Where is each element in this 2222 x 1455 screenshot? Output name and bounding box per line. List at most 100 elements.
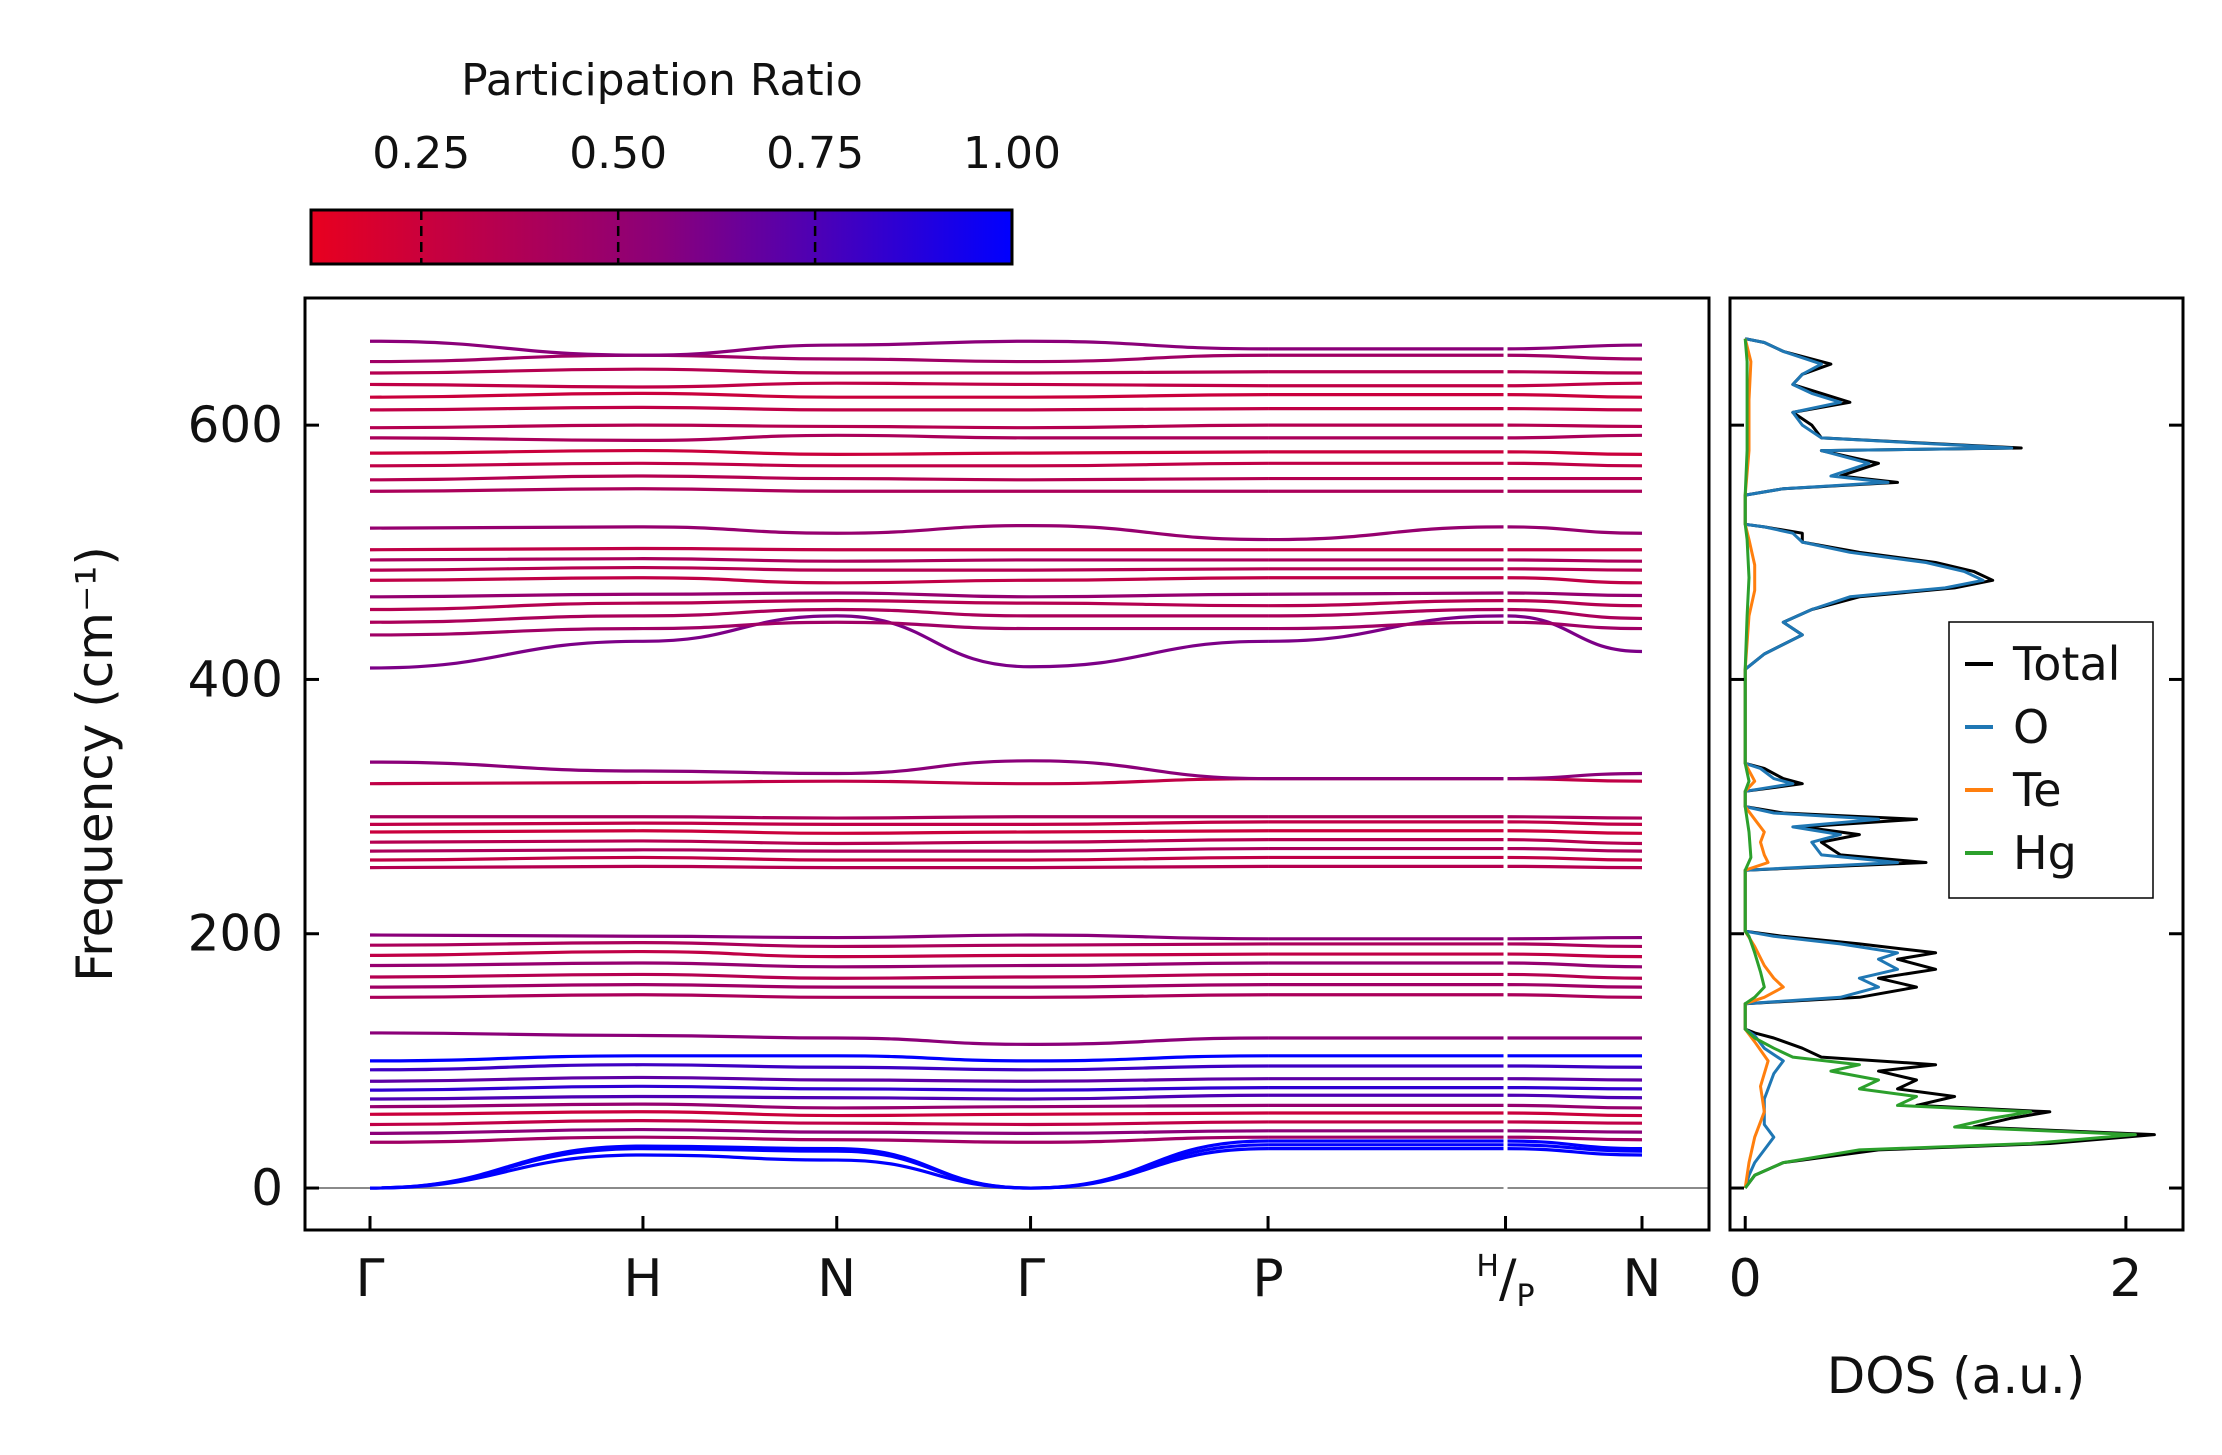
phonon-band bbox=[369, 1063, 1269, 1072]
phonon-band bbox=[1268, 1064, 1643, 1069]
band-structure-panel: 0 200 400 600 Γ H N Γ P H/P N Frequency (cm⁻¹) bbox=[66, 296, 1711, 1314]
phonon-band bbox=[369, 381, 1269, 389]
phonon-band bbox=[1268, 1093, 1643, 1100]
dos-xtick-label: 2 bbox=[2109, 1249, 2142, 1309]
phonon-band bbox=[369, 405, 1269, 412]
legend-label: Te bbox=[2012, 763, 2062, 817]
phonon-band bbox=[369, 941, 1269, 949]
phonon-band bbox=[1268, 599, 1643, 608]
phonon-band bbox=[369, 591, 1269, 599]
phonon-band bbox=[1268, 407, 1643, 412]
phonon-band bbox=[369, 433, 1269, 443]
phonon-band bbox=[369, 607, 1269, 624]
band-axes: 0 200 400 600 Γ H N Γ P H/P N bbox=[188, 396, 1662, 1314]
phonon-band bbox=[369, 759, 1269, 781]
phonon-band bbox=[1268, 461, 1643, 468]
phonon-band bbox=[1268, 993, 1643, 999]
phonon-band bbox=[1268, 607, 1643, 621]
phonon-band bbox=[369, 1135, 1269, 1144]
phonon-band bbox=[369, 1075, 1269, 1083]
phonon-band bbox=[1268, 576, 1643, 585]
phonon-band bbox=[369, 339, 1269, 357]
phonon-band bbox=[369, 448, 1269, 456]
phonon-band bbox=[1268, 1120, 1643, 1125]
phonon-band bbox=[369, 614, 1269, 670]
phonon-band bbox=[1268, 567, 1643, 572]
phonon-band bbox=[1268, 1085, 1643, 1091]
phonon-band bbox=[369, 1031, 1269, 1046]
phonon-band bbox=[1268, 353, 1643, 361]
phonon-band bbox=[369, 391, 1269, 399]
colorbar-tick-label: 1.00 bbox=[963, 128, 1061, 179]
phonon-band bbox=[1268, 1135, 1643, 1142]
phonon-band bbox=[369, 829, 1269, 835]
high-symmetry-label: N bbox=[817, 1249, 856, 1309]
legend-label: Total bbox=[2012, 637, 2120, 691]
phonon-band bbox=[369, 565, 1269, 572]
phonon-band bbox=[1268, 815, 1643, 820]
phonon-band bbox=[1268, 1147, 1643, 1157]
phonon-band bbox=[1268, 1129, 1643, 1134]
phonon-band bbox=[1268, 525, 1643, 542]
phonon-band bbox=[1268, 942, 1643, 949]
phonon-band bbox=[369, 1102, 1269, 1110]
phonon-band bbox=[369, 1110, 1269, 1118]
high-symmetry-label: Γ bbox=[1016, 1249, 1045, 1309]
phonon-band bbox=[1268, 864, 1643, 870]
phonon-band bbox=[369, 423, 1269, 430]
dos-curve bbox=[1743, 338, 1785, 1189]
phonon-band bbox=[369, 546, 1269, 552]
phonon-band bbox=[369, 820, 1269, 826]
phonon-band bbox=[369, 557, 1269, 563]
colorbar-tick-label: 0.25 bbox=[372, 128, 470, 179]
phonon-band bbox=[369, 846, 1269, 853]
high-symmetry-label: P bbox=[1252, 1249, 1283, 1309]
phonon-band bbox=[369, 961, 1269, 969]
phonon-band bbox=[369, 367, 1269, 375]
phonon-band bbox=[369, 474, 1269, 482]
phonon-band bbox=[1268, 820, 1643, 826]
high-symmetry-label: Γ bbox=[356, 1249, 385, 1309]
phonon-band bbox=[369, 1093, 1269, 1101]
phonon-band bbox=[369, 523, 1269, 542]
phonon-band bbox=[369, 864, 1269, 870]
phonon-band bbox=[369, 1084, 1269, 1092]
colorbar-tick-label: 0.50 bbox=[569, 128, 667, 179]
phonon-band bbox=[369, 838, 1269, 846]
band-ytick-label: 400 bbox=[188, 650, 283, 708]
colorbar-tick-label: 0.75 bbox=[766, 128, 864, 179]
phonon-band bbox=[1268, 614, 1643, 654]
phonon-band bbox=[369, 993, 1269, 999]
phonon-band bbox=[369, 620, 1269, 637]
phonon-band bbox=[1268, 983, 1643, 989]
band-ylabel: Frequency (cm⁻¹) bbox=[66, 546, 124, 982]
phonon-band bbox=[1268, 393, 1643, 399]
dos-legend: Total O Te Hg bbox=[1948, 621, 2154, 899]
phonon-band bbox=[1268, 855, 1643, 862]
phonon-band bbox=[1268, 558, 1643, 563]
phonon-band bbox=[369, 983, 1269, 989]
band-ytick-label: 200 bbox=[188, 905, 283, 963]
phonon-band bbox=[369, 933, 1269, 941]
phonon-band bbox=[369, 353, 1269, 364]
phonon-band bbox=[1268, 620, 1643, 631]
phonon-band bbox=[1268, 381, 1643, 388]
phonon-band bbox=[369, 815, 1269, 820]
phonon-band bbox=[369, 777, 1269, 786]
colorbar: Participation Ratio 0.25 0.50 0.75 1.00 bbox=[309, 55, 1061, 266]
high-symmetry-label: H bbox=[623, 1249, 662, 1309]
phonon-band bbox=[1268, 591, 1643, 598]
dos-lines bbox=[1743, 337, 2156, 1189]
high-symmetry-label: H/P bbox=[1476, 1249, 1534, 1314]
phonon-band bbox=[369, 855, 1269, 862]
phonon-band bbox=[1268, 1111, 1643, 1118]
dos-frame bbox=[1728, 296, 2185, 1232]
phonon-band bbox=[1268, 771, 1643, 781]
phonon-band bbox=[1268, 829, 1643, 835]
phonon-band bbox=[1268, 1139, 1643, 1151]
legend-label: Hg bbox=[2013, 826, 2077, 880]
phonon-band bbox=[1268, 1103, 1643, 1110]
band-ytick-label: 600 bbox=[188, 396, 283, 454]
